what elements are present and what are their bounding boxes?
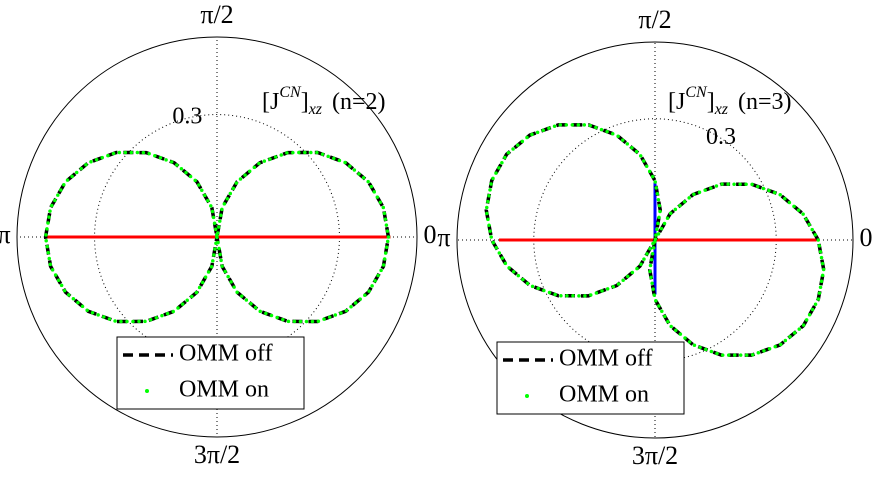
title-part: (n=3)	[738, 89, 792, 115]
series-line	[484, 123, 826, 357]
legend-swatch	[525, 394, 529, 398]
legend-box	[116, 336, 305, 410]
title-part: (n=2)	[332, 89, 386, 115]
legend-label: OMM off	[559, 346, 653, 372]
theta-tick-label: 0	[424, 220, 437, 249]
theta-tick-label: 0	[860, 223, 873, 252]
legend-label: OMM off	[179, 341, 273, 367]
title-sup: CN	[279, 84, 302, 101]
title-sub: xz	[714, 101, 729, 118]
r-tick-label: 0.3	[172, 104, 202, 130]
title-part: [J	[262, 89, 279, 115]
title-part: ]	[707, 89, 715, 115]
legend: OMM off OMM on	[496, 341, 685, 415]
theta-tick-label: π/2	[200, 0, 233, 29]
title-sup: CN	[685, 84, 708, 101]
theta-tick-label: 3π/2	[632, 441, 678, 470]
title-part: ]	[301, 89, 309, 115]
title-part: [J	[668, 89, 685, 115]
legend-label: OMM on	[179, 377, 269, 403]
title-sub: xz	[308, 101, 323, 118]
legend-label: OMM on	[559, 382, 649, 408]
chart-title: [JCN]xz (n=3)	[668, 84, 792, 118]
legend: OMM off OMM on	[116, 336, 305, 410]
polar-chart: 0 π/2 π 3π/2 0.3 [JCN]xz (n=3) OMM off OMM on	[437, 5, 872, 470]
theta-tick-label: 3π/2	[194, 440, 240, 469]
r-tick-label: 0.3	[706, 124, 736, 150]
legend-box	[496, 341, 685, 415]
series-line	[43, 150, 391, 324]
theta-tick-label: π	[437, 223, 450, 252]
polar-chart: 0 π/2 π 3π/2 0.3 [JCN]xz (n=2) OMM off OMM on	[0, 0, 437, 469]
theta-tick-label: π	[0, 220, 11, 249]
theta-tick-label: π/2	[638, 5, 671, 34]
chart-title: [JCN]xz (n=2)	[262, 84, 386, 118]
legend-swatch	[145, 389, 149, 393]
outer-circle	[456, 41, 854, 439]
outer-circle	[16, 36, 418, 438]
